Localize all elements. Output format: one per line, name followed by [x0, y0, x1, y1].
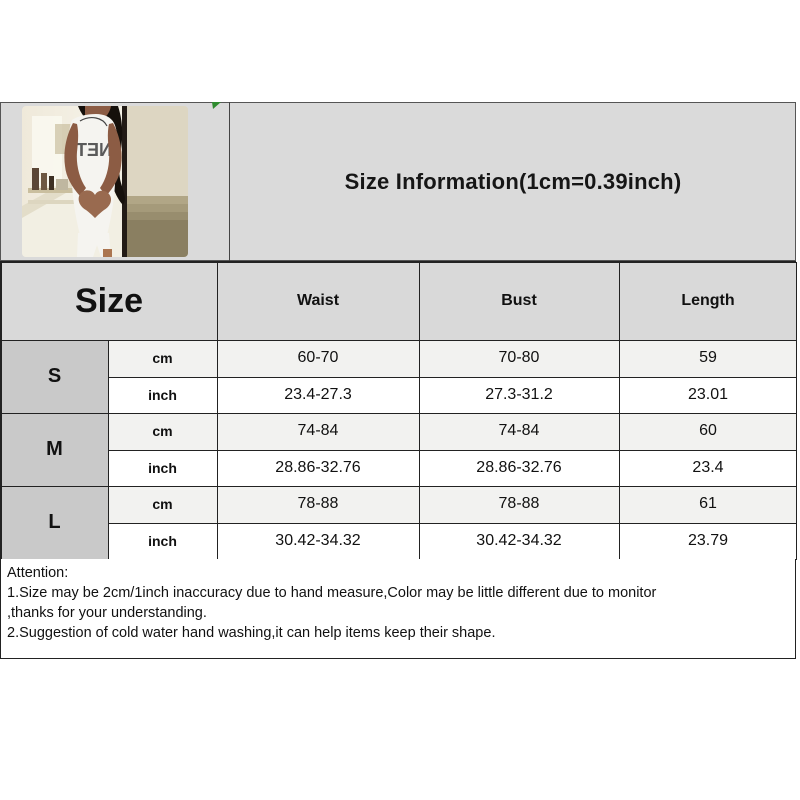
svg-text:NET: NET	[76, 140, 112, 160]
